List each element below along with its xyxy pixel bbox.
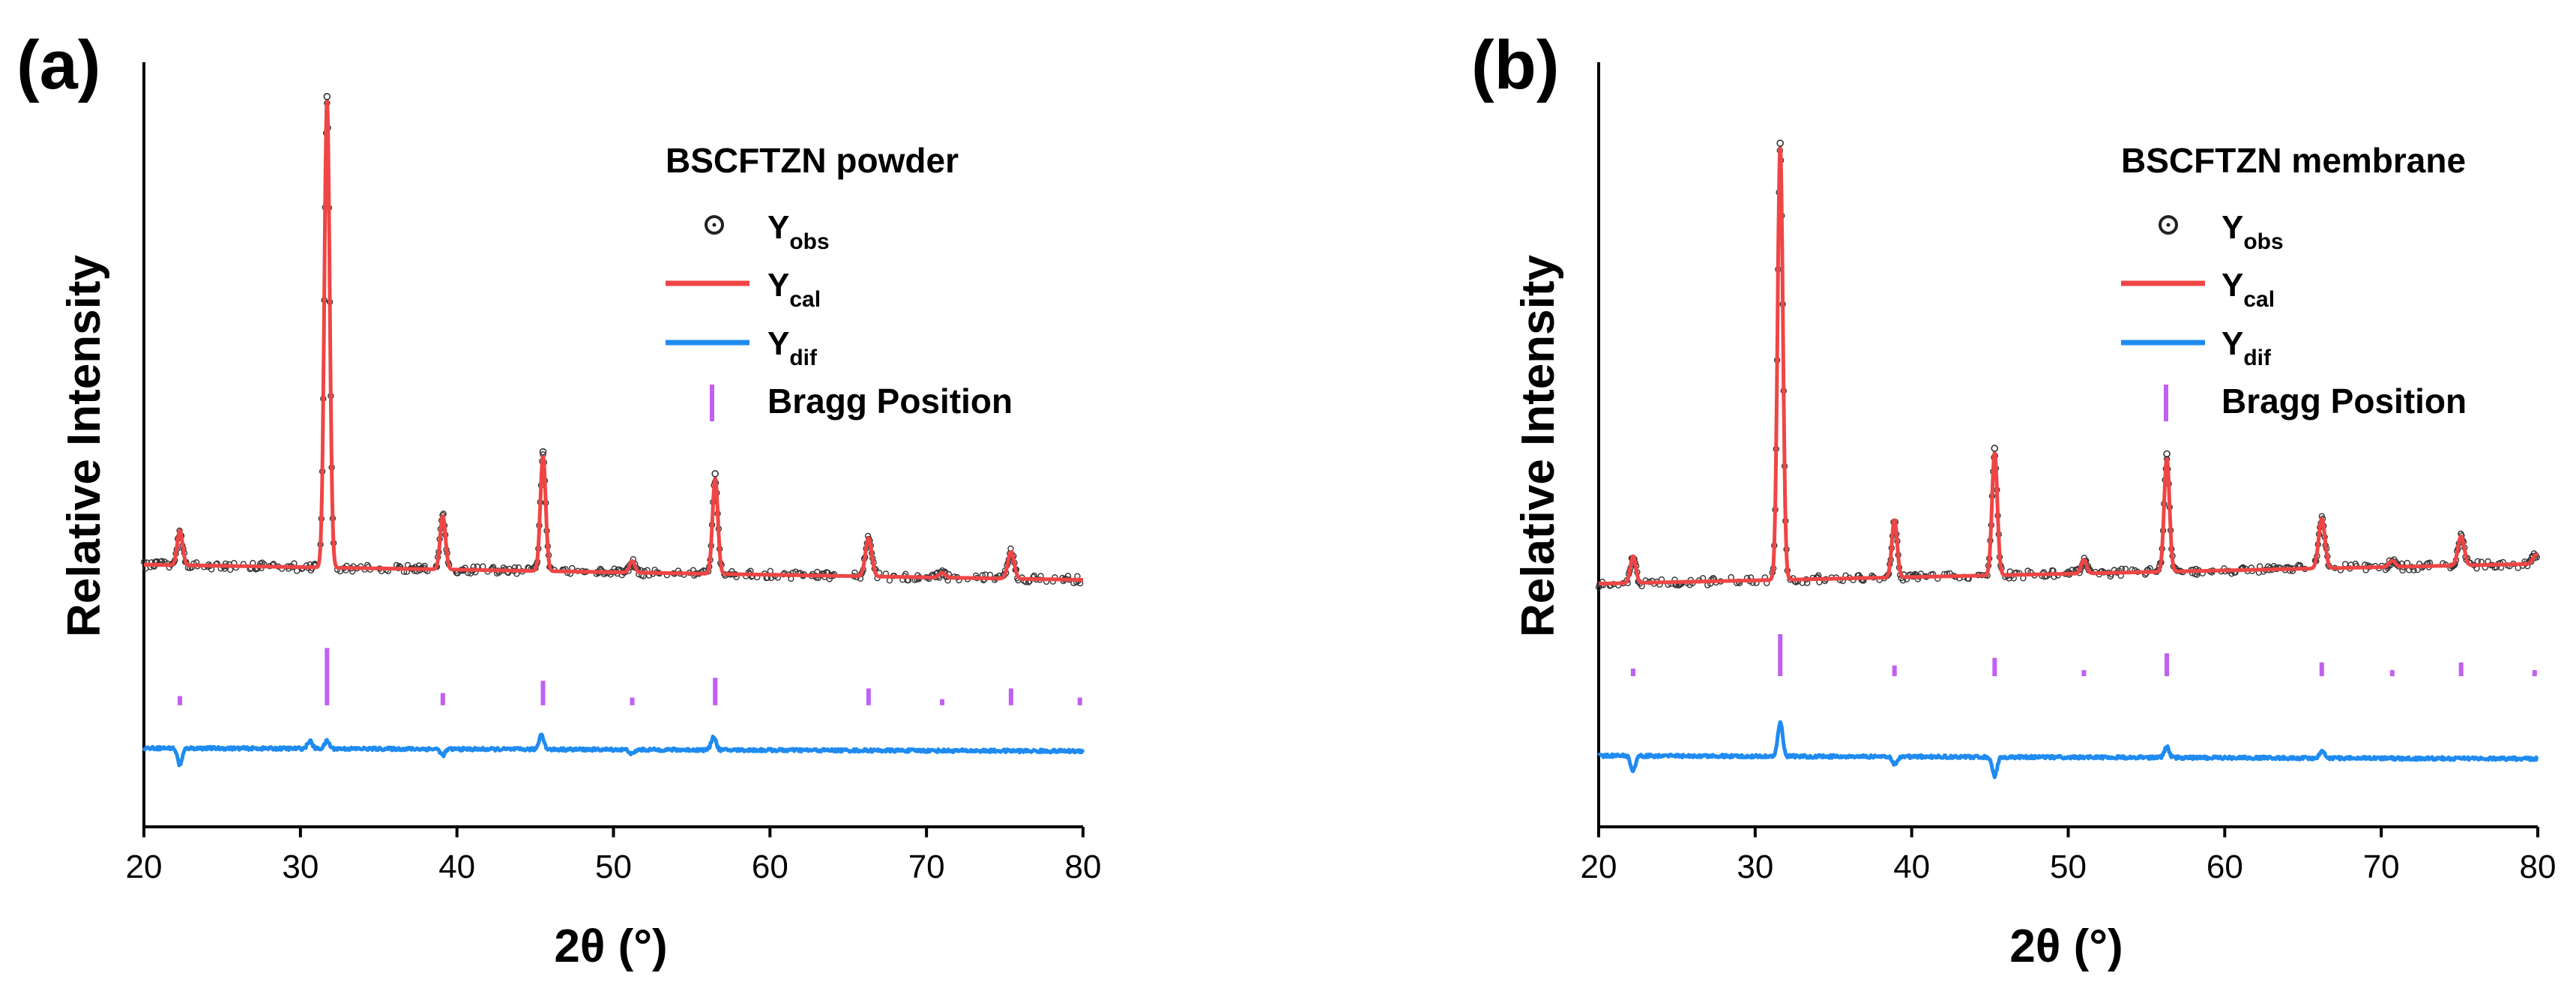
panel-a-legend: Yobs Ycal Ydif Bragg Position (666, 209, 1013, 421)
panel-a-ycal-line (142, 99, 1085, 582)
panel-b-plot-area: 20 30 40 50 60 70 80 (1581, 62, 2557, 885)
panel-a-xtick-label: 40 (438, 849, 475, 885)
panel-b-yobs-series (1595, 147, 2540, 591)
panel-a-xlabel: 2θ (°) (554, 921, 667, 972)
panel-b-legend-dif: Ydif (2221, 325, 2272, 370)
panel-b-legend: Yobs Ycal Ydif Bragg Position (2121, 209, 2467, 421)
panel-a-legend-obs-marker-dot (712, 223, 717, 227)
panel-b-yobs-peak-point (2163, 450, 2171, 458)
panel-b-xtick-label: 60 (2207, 849, 2243, 885)
panel-label-b: (b) (1471, 27, 1559, 103)
panel-b-xtick-label: 70 (2363, 849, 2400, 885)
panel-a-ylabel: Relative Intensity (58, 255, 110, 637)
panel-a-yobs-peak-point (323, 93, 331, 100)
panel-b-yobs-peak-point (1991, 445, 1999, 452)
panel-a-xtick-label: 70 (908, 849, 945, 885)
panel-a-legend-obs-marker (705, 215, 724, 235)
panel-a-xtick-label: 30 (282, 849, 319, 885)
panel-b-ylabel: Relative Intensity (1512, 255, 1564, 637)
panel-b-xlabel: 2θ (°) (2009, 921, 2123, 972)
panel-a-xtick-label: 20 (126, 849, 163, 885)
panel-b-ycal-line (1596, 145, 2540, 586)
panel-a-xtick-label: 60 (752, 849, 788, 885)
panel-b-legend-obs: Yobs (2221, 209, 2284, 254)
panel-b-legend-obs-marker (2159, 215, 2178, 235)
panel-b-xtick-label: 40 (1893, 849, 1930, 885)
panel-b-legend-obs-marker-dot (2166, 223, 2171, 227)
panel-b-title: BSCFTZN membrane (2121, 141, 2466, 180)
panel-b: (b) 20 30 40 50 60 70 80 Relative Intensity 2θ… (1471, 27, 2556, 972)
panel-b-yobs-peak-point (1776, 139, 1784, 147)
panel-b-ydif-line (1597, 720, 2539, 780)
panel-a-legend-obs: Yobs (767, 209, 830, 254)
panel-b-legend-cal: Ycal (2221, 267, 2275, 312)
panel-b-legend-bragg: Bragg Position (2221, 382, 2467, 421)
panel-b-xtick-label: 50 (2050, 849, 2087, 885)
panel-b-xtick-label: 80 (2520, 849, 2557, 885)
panel-a-ydif-line (142, 732, 1085, 768)
panel-label-a: (a) (16, 27, 100, 103)
panel-a-title: BSCFTZN powder (666, 141, 959, 180)
panel-a-legend-dif: Ydif (767, 325, 818, 370)
panel-a-plot-area: 20 30 40 50 60 70 80 (126, 62, 1102, 885)
panel-a-xtick-label: 50 (595, 849, 632, 885)
panel-a-legend-cal: Ycal (767, 267, 821, 312)
panel-a-xtick-label: 80 (1065, 849, 1102, 885)
panel-a-yobs-peak-point (711, 470, 720, 478)
panel-a: (a) 20 30 40 50 60 70 80 Relative Intensity 2θ… (16, 27, 1101, 972)
panel-a-legend-bragg: Bragg Position (767, 382, 1013, 421)
panel-b-xtick-label: 20 (1581, 849, 1617, 885)
panel-b-xtick-label: 30 (1737, 849, 1773, 885)
panel-a-yobs-peak-point (539, 448, 547, 456)
